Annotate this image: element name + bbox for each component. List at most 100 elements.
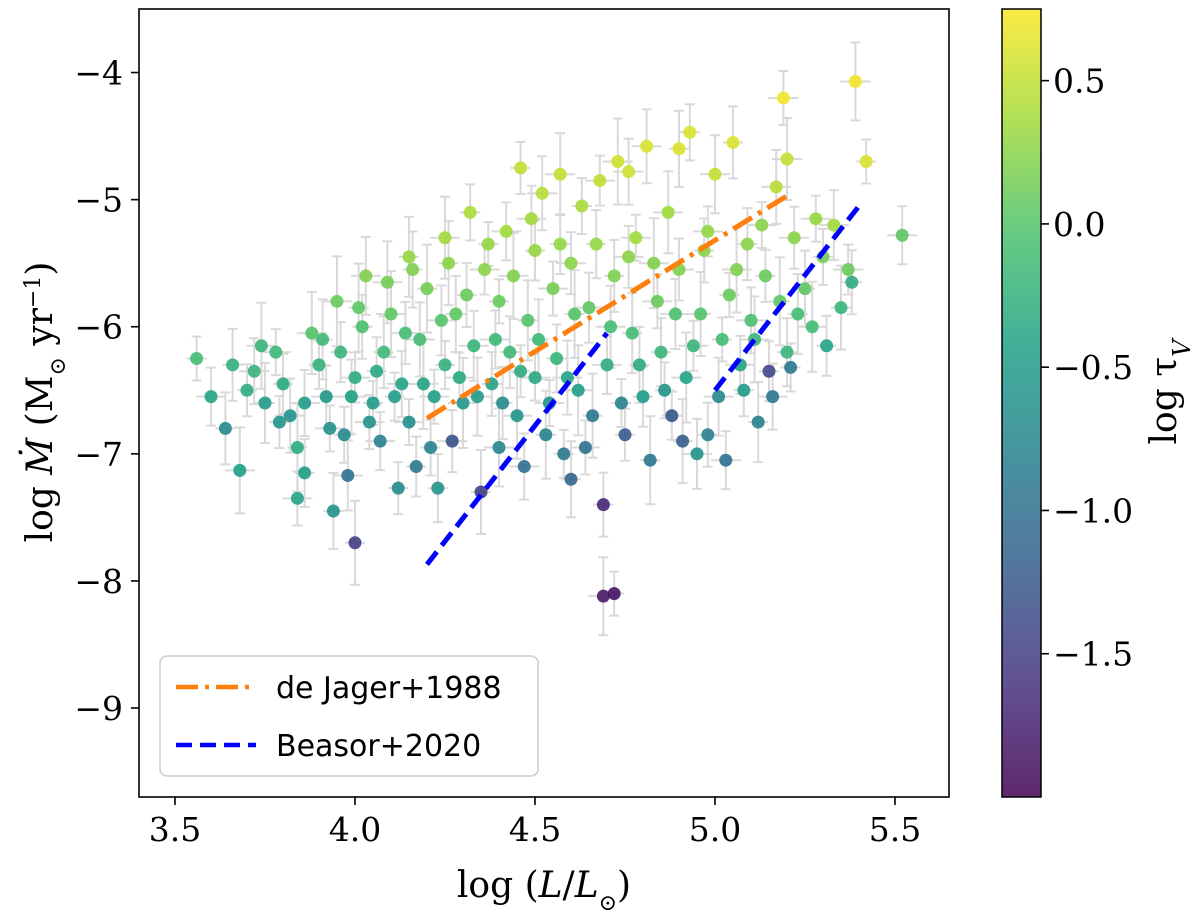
- data-point: [370, 364, 384, 378]
- data-point: [431, 481, 445, 495]
- data-point: [514, 364, 528, 378]
- data-point: [701, 224, 715, 238]
- y-tick-label: −5: [74, 181, 123, 220]
- data-point: [539, 428, 553, 442]
- data-point: [629, 231, 643, 245]
- data-point: [532, 332, 546, 346]
- data-point: [254, 339, 268, 353]
- data-point: [820, 339, 834, 353]
- x-tick-label: 4.5: [509, 810, 561, 849]
- data-point: [334, 345, 348, 359]
- data-point: [751, 415, 765, 429]
- data-point: [510, 409, 524, 423]
- data-point: [366, 396, 380, 410]
- data-point: [546, 282, 560, 296]
- data-point: [564, 256, 578, 270]
- data-point: [661, 205, 675, 219]
- error-bars: [186, 41, 918, 637]
- data-point: [528, 243, 542, 257]
- data-point: [499, 224, 513, 238]
- data-point: [359, 269, 373, 283]
- relation-line: [425, 331, 609, 566]
- data-point: [589, 237, 603, 251]
- data-point: [643, 453, 657, 467]
- data-point: [442, 256, 456, 270]
- data-point: [424, 440, 438, 454]
- data-point: [744, 313, 758, 327]
- data-point: [668, 307, 682, 321]
- relation-lines: [425, 193, 861, 566]
- data-point: [755, 218, 769, 232]
- data-point: [226, 358, 240, 372]
- relation-line: [425, 193, 789, 421]
- data-point: [355, 320, 369, 334]
- data-point: [456, 396, 470, 410]
- data-point: [434, 313, 448, 327]
- data-point: [622, 165, 636, 179]
- data-point: [373, 434, 387, 448]
- data-point: [632, 358, 646, 372]
- data-point: [190, 352, 204, 366]
- data-point: [650, 294, 664, 308]
- colorbar-ticks: −1.5 −1.0 −0.5 0.0 0.5: [1041, 62, 1133, 674]
- data-point: [640, 139, 654, 153]
- data-point: [240, 383, 254, 397]
- data-point: [586, 409, 600, 423]
- data-point: [420, 282, 434, 296]
- data-point: [204, 390, 218, 404]
- data-point: [488, 332, 502, 346]
- data-point: [694, 307, 708, 321]
- data-point: [305, 326, 319, 340]
- colorbar-tick-label: −1.0: [1053, 491, 1133, 530]
- colorbar-tick-label: 0.5: [1053, 62, 1105, 101]
- data-point: [827, 218, 841, 232]
- data-points: [190, 74, 909, 603]
- data-point: [290, 440, 304, 454]
- data-point: [398, 326, 412, 340]
- data-point: [517, 460, 531, 474]
- data-point: [316, 332, 330, 346]
- x-axis: 3.5 4.0 4.5 5.0 5.5: [149, 797, 921, 849]
- data-point: [492, 440, 506, 454]
- data-point: [719, 453, 733, 467]
- data-point: [550, 352, 564, 366]
- data-point: [614, 396, 628, 410]
- data-point: [492, 294, 506, 308]
- data-point: [701, 428, 715, 442]
- data-point: [362, 415, 376, 429]
- data-point: [218, 421, 232, 435]
- data-point: [730, 263, 744, 277]
- data-point: [470, 390, 484, 404]
- data-point: [665, 409, 679, 423]
- data-point: [276, 377, 290, 391]
- data-point: [298, 396, 312, 410]
- data-point: [683, 125, 697, 139]
- data-point: [568, 307, 582, 321]
- data-point: [344, 390, 358, 404]
- data-point: [452, 371, 466, 385]
- data-point: [600, 358, 614, 372]
- data-point: [463, 205, 477, 219]
- data-point: [809, 212, 823, 226]
- data-point: [712, 390, 726, 404]
- data-point: [776, 91, 790, 105]
- data-point: [784, 360, 798, 374]
- data-point: [528, 371, 542, 385]
- data-point: [402, 250, 416, 264]
- data-point: [658, 383, 672, 397]
- data-point: [438, 231, 452, 245]
- data-point: [607, 587, 621, 601]
- data-point: [298, 466, 312, 480]
- x-tick-label: 3.5: [149, 810, 201, 849]
- data-point: [596, 589, 610, 603]
- data-point: [676, 434, 690, 448]
- data-point: [460, 288, 474, 302]
- data-point: [377, 345, 391, 359]
- y-tick-label: −6: [74, 308, 123, 347]
- data-point: [402, 415, 416, 429]
- legend: de Jager+1988 Beasor+2020: [159, 655, 539, 777]
- data-point: [449, 307, 463, 321]
- data-point: [348, 371, 362, 385]
- legend-label-de-jager: de Jager+1988: [276, 671, 502, 706]
- data-point: [337, 428, 351, 442]
